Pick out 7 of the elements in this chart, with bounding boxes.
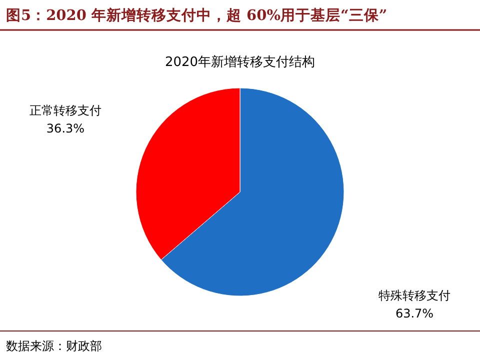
slice-label: 正常转移支付 [29, 103, 102, 118]
slice-label: 特殊转移支付 [378, 288, 451, 303]
chart-subtitle: 2020年新增转移支付结构 [164, 55, 316, 70]
chart-title: 图5：2020 年新增转移支付中，超 60%用于基层“三保” [6, 6, 388, 24]
source-note: 数据来源：财政部 [6, 339, 102, 353]
data-label: 63.7% [395, 306, 434, 321]
data-label: 36.3% [46, 121, 85, 136]
